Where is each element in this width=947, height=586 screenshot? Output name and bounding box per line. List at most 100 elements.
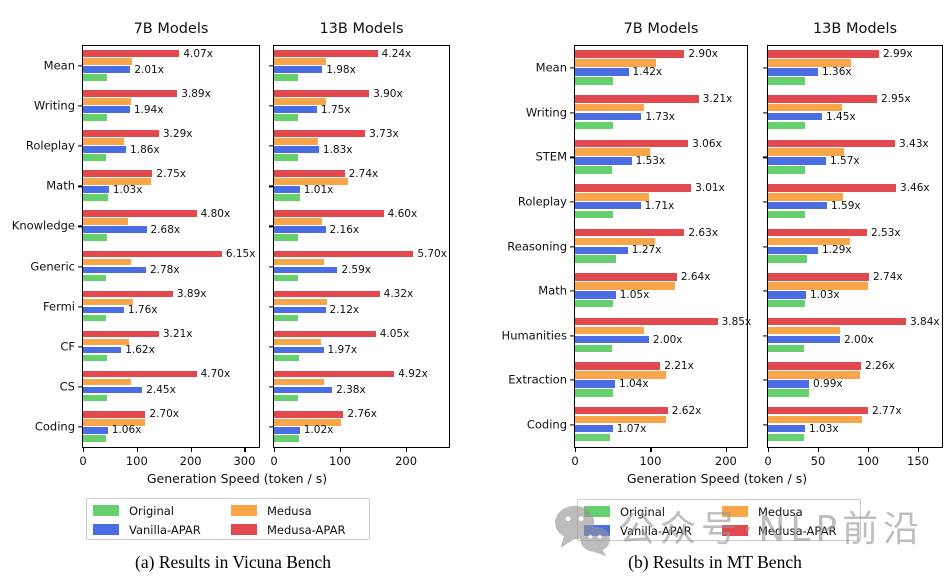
bar-medusa-apar <box>575 184 692 192</box>
bar-original <box>83 74 107 81</box>
bar-vanilla-apar <box>274 66 323 73</box>
legend-mt: Original Medusa Vanilla-APAR Medusa-APAR <box>577 499 861 541</box>
bar-medusa-apar <box>83 370 197 378</box>
speedup-label: 2.95x <box>881 92 911 105</box>
bar-medusa <box>83 378 131 386</box>
x-tick <box>340 448 342 452</box>
legend-label: Medusa <box>267 503 312 518</box>
bar-medusa-apar <box>768 139 895 148</box>
speedup-label: 1.01x <box>303 183 334 196</box>
bar-vanilla-apar <box>575 112 642 121</box>
bar-medusa <box>83 98 131 105</box>
legend-label: Original <box>129 503 175 518</box>
bar-medusa-apar <box>83 50 180 57</box>
bar-medusa-apar <box>274 90 370 97</box>
speedup-label: 2.00x <box>652 333 683 346</box>
speedup-label: 4.60x <box>387 207 418 220</box>
legend-swatch-original <box>584 506 610 517</box>
bar-original <box>274 154 299 161</box>
y-tick <box>78 426 82 428</box>
legend-swatch-vanilla-apar <box>584 525 610 536</box>
bar-medusa <box>274 138 319 145</box>
bar-medusa-apar <box>83 90 178 97</box>
bar-vanilla-apar <box>768 68 818 76</box>
legend-item-medusa: Medusa <box>722 505 856 519</box>
category-label: Math <box>46 178 75 193</box>
speedup-label: 4.70x <box>200 368 231 381</box>
bar-vanilla-apar <box>83 386 143 394</box>
legend-item-original: Original <box>584 505 722 519</box>
speedup-label: 2.62x <box>671 404 702 417</box>
bar-vanilla-apar <box>83 226 147 234</box>
x-tick <box>244 448 246 452</box>
y-tick <box>269 426 273 428</box>
speedup-label: 5.70x <box>417 247 447 260</box>
bar-medusa-apar <box>768 228 867 237</box>
bar-medusa <box>83 258 131 266</box>
y-tick <box>269 145 273 147</box>
bar-vanilla-apar <box>575 157 632 165</box>
bar-original <box>575 255 617 263</box>
bar-original <box>83 274 106 282</box>
bar-vanilla-apar <box>274 346 324 354</box>
bar-medusa <box>83 338 129 346</box>
bar-vanilla-apar <box>274 226 326 234</box>
bar-medusa-apar <box>83 250 222 258</box>
bar-medusa <box>575 103 645 112</box>
speedup-label: 3.43x <box>899 137 929 150</box>
x-tick-label: 200 <box>179 454 202 468</box>
bar-medusa-apar <box>768 317 906 326</box>
bar-original <box>274 194 300 201</box>
legend-swatch-medusa <box>231 505 257 516</box>
bar-vanilla-apar <box>83 106 130 113</box>
caption-mt-bench: (b) Results in MT Bench <box>628 552 802 572</box>
y-tick <box>78 386 82 388</box>
bar-vanilla-apar <box>274 186 300 193</box>
bar-vanilla-apar <box>83 66 131 73</box>
category-label: Fermi <box>43 298 75 313</box>
speedup-label: 1.97x <box>327 344 358 356</box>
speedup-label: 2.75x <box>156 167 187 180</box>
x-tick <box>190 448 192 452</box>
bar-vanilla-apar <box>768 201 827 210</box>
category-label: Writing <box>525 105 567 120</box>
bar-medusa <box>274 258 325 266</box>
speedup-label: 2.00x <box>844 333 874 346</box>
y-tick <box>269 65 273 67</box>
speedup-label: 4.07x <box>183 47 213 60</box>
bar-vanilla-apar <box>575 246 628 254</box>
speedup-label: 2.12x <box>329 303 360 316</box>
y-tick <box>570 335 574 337</box>
bar-medusa-apar <box>274 50 378 57</box>
category-label: Roleplay <box>517 194 567 209</box>
speedup-label: 3.90x <box>373 87 403 100</box>
speedup-label: 2.59x <box>341 263 371 276</box>
speedup-label: 1.27x <box>631 244 662 257</box>
legend-label: Medusa-APAR <box>267 522 346 537</box>
x-axis-label-mt: Generation Speed (token / s) <box>626 471 808 486</box>
x-tick <box>575 448 577 452</box>
x-tick-label: 0 <box>764 454 772 468</box>
bar-medusa <box>274 178 348 185</box>
bar-vanilla-apar <box>274 106 317 113</box>
bar-vanilla-apar <box>768 380 809 388</box>
legend-label: Medusa-APAR <box>758 523 837 538</box>
speedup-label: 1.03x <box>810 288 840 301</box>
speedup-label: 3.06x <box>692 137 722 150</box>
speedup-label: 3.21x <box>162 327 193 340</box>
legend-item-medusa: Medusa <box>231 504 365 518</box>
speedup-label: 2.77x <box>872 404 902 417</box>
bar-medusa <box>768 282 868 290</box>
speedup-label: 1.71x <box>644 199 675 212</box>
bar-original <box>274 234 298 242</box>
bar-original <box>768 344 804 353</box>
chart-mt-13b: 13B Models 2.99x 1.36x 2.95x 1.45x 3.43x 1.57x… <box>763 21 943 468</box>
bar-medusa <box>575 148 651 156</box>
y-tick <box>78 346 82 348</box>
bar-original <box>274 314 299 322</box>
speedup-label: 2.38x <box>336 384 366 397</box>
bar-original <box>83 234 107 242</box>
category-label: Roleplay <box>25 138 75 153</box>
bar-original <box>575 299 614 308</box>
speedup-label: 1.75x <box>320 103 351 116</box>
